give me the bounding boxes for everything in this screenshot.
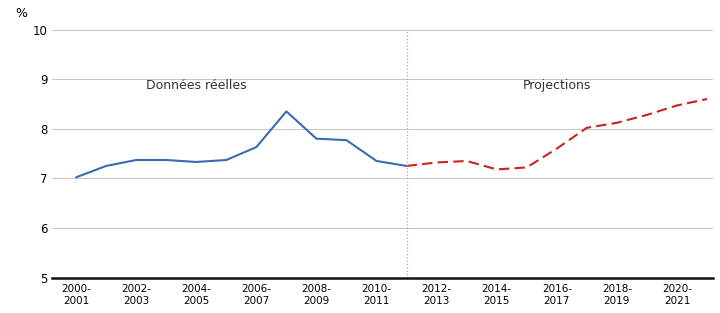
Text: %: %	[16, 7, 27, 20]
Text: Données réelles: Données réelles	[146, 79, 246, 92]
Text: Projections: Projections	[523, 79, 591, 92]
